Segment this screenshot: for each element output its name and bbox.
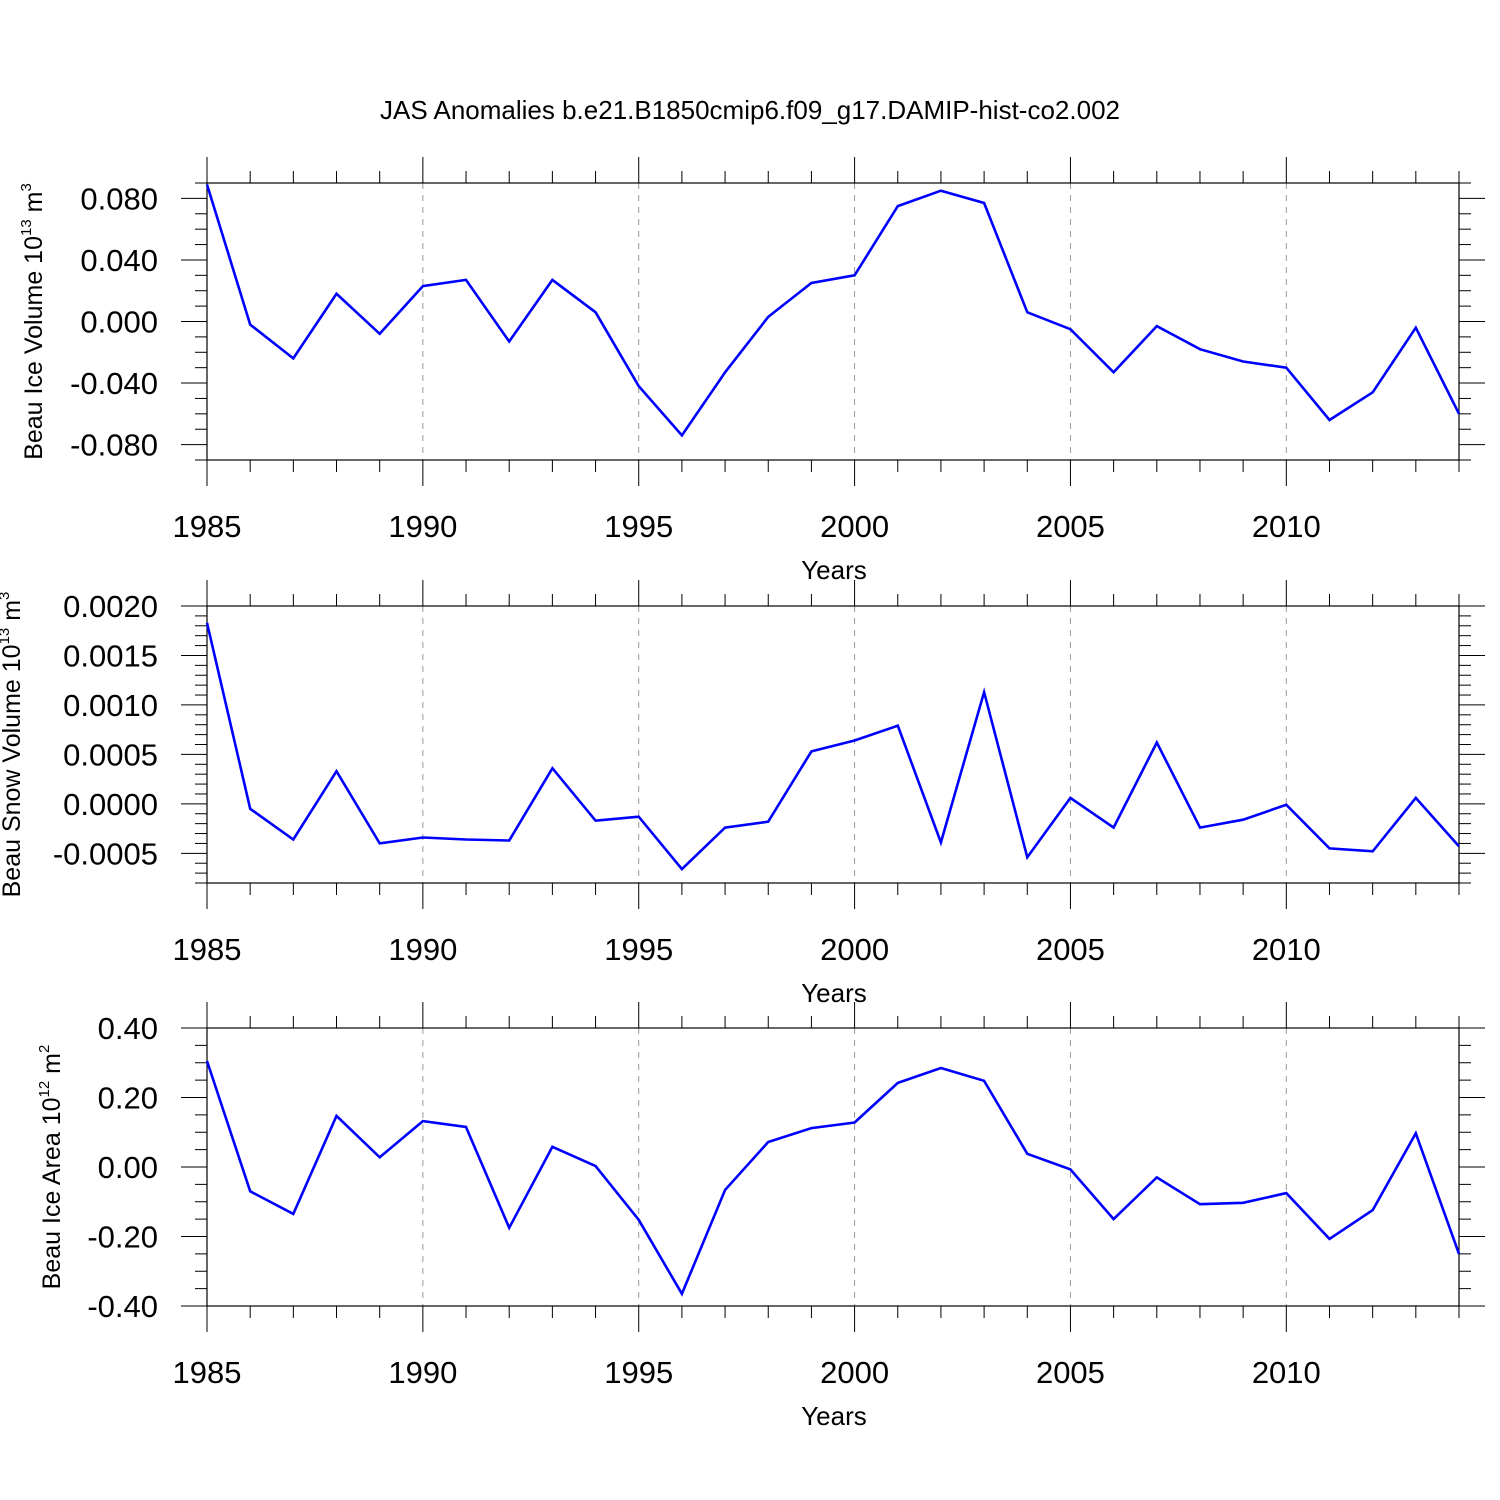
x-tick-label: 2005 (1036, 509, 1105, 544)
x-tick-label: 2010 (1252, 932, 1321, 967)
x-tick-label: 2000 (820, 932, 889, 967)
x-tick-label: 2005 (1036, 932, 1105, 967)
chart-panels: 1985 1990 1995 2000 2005 2010 0.080 0.040 0.000 -… (0, 157, 1485, 1431)
series-line (205, 622, 1460, 872)
x-tick-label: 2000 (820, 1355, 889, 1390)
plot-frame (206, 182, 1460, 461)
y-tick-label: 0.00 (98, 1150, 158, 1185)
y-axis-label: Beau Ice Area 1012 m2 (36, 1045, 66, 1290)
y-tick-label: 0.0020 (63, 589, 158, 624)
x-tick-label: 2000 (820, 509, 889, 544)
x-tick-label: 1995 (604, 1355, 673, 1390)
x-axis-label: Years (801, 978, 867, 1008)
x-tick-label: 1995 (604, 932, 673, 967)
y-tick-label: 0.080 (80, 181, 158, 216)
plot-frame (206, 1027, 1460, 1307)
series-line (205, 184, 1461, 438)
x-tick-label: 1985 (173, 509, 242, 544)
y-tick-label: -0.0005 (53, 836, 158, 871)
x-tick-label: 1995 (604, 509, 673, 544)
x-tick-label: 1990 (388, 1355, 457, 1390)
y-axis-label: Beau Snow Volume 1013 m3 (0, 592, 26, 898)
y-tick-label: 0.40 (98, 1011, 158, 1046)
y-tick-label: 0.0005 (63, 737, 158, 772)
x-axis-label: Years (801, 555, 867, 585)
x-tick-label: 1990 (388, 509, 457, 544)
panel-ice-volume: 1985 1990 1995 2000 2005 2010 0.080 0.040 0.000 -… (18, 157, 1485, 585)
y-tick-label: 0.0015 (63, 638, 158, 673)
x-tick-label: 1985 (173, 1355, 242, 1390)
series-line (205, 1060, 1461, 1297)
x-axis-label: Years (801, 1401, 867, 1431)
x-tick-label: 1990 (388, 932, 457, 967)
y-tick-label: 0.20 (98, 1081, 158, 1116)
y-axis-label: Beau Ice Volume 1013 m3 (18, 183, 48, 460)
y-tick-label: -0.40 (87, 1289, 158, 1324)
panel-ice-area: 1985 1990 1995 2000 2005 2010 0.40 0.20 0.00 -0.2… (36, 1002, 1485, 1431)
x-tick-label: 1985 (173, 932, 242, 967)
figure-title: JAS Anomalies b.e21.B1850cmip6.f09_g17.D… (380, 95, 1120, 125)
panel-snow-volume: 1985 1990 1995 2000 2005 2010 0.0020 0.0015 0.00… (0, 580, 1485, 1008)
y-tick-label: 0.0010 (63, 688, 158, 723)
x-tick-label: 2010 (1252, 1355, 1321, 1390)
y-tick-label: 0.0000 (63, 787, 158, 822)
y-tick-label: 0.000 (80, 305, 158, 340)
x-tick-label: 2005 (1036, 1355, 1105, 1390)
y-tick-label: 0.040 (80, 243, 158, 278)
y-tick-label: -0.20 (87, 1220, 158, 1255)
y-tick-label: -0.040 (70, 366, 158, 401)
x-tick-label: 2010 (1252, 509, 1321, 544)
y-tick-label: -0.080 (70, 428, 158, 463)
